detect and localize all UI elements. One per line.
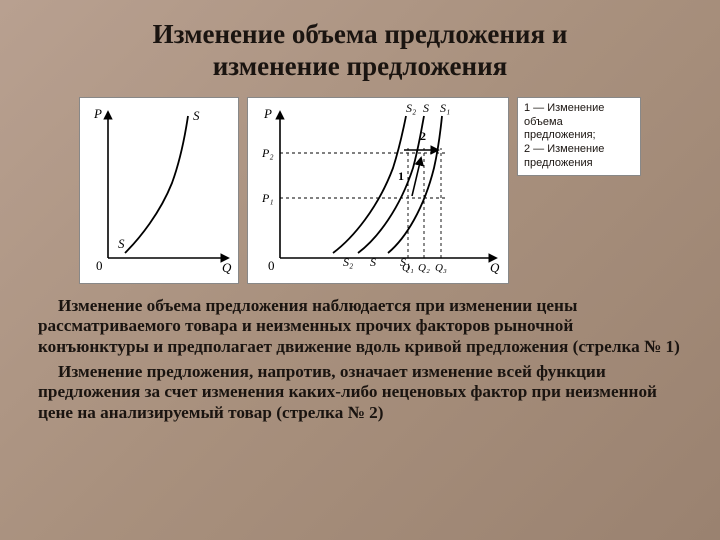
svg-text:S: S <box>118 236 125 251</box>
slide-title: Изменение объема предложения и изменение… <box>38 18 682 83</box>
legend-line-2: 2 — Изменение предложения <box>524 143 634 171</box>
chart-right: PQ0P₂P₁Q₁Q₂Q₃S₂S₂SSS₁S₁12 <box>247 97 509 284</box>
svg-text:Q: Q <box>222 260 232 275</box>
svg-text:2: 2 <box>420 129 426 143</box>
paragraph-2: Изменение предложения, напротив, означае… <box>38 362 682 424</box>
figure-row: PQ0SS PQ0P₂P₁Q₁Q₂Q₃S₂S₂SSS₁S₁12 1 — Изме… <box>79 97 641 284</box>
svg-text:P₂: P₂ <box>261 146 274 160</box>
svg-text:S: S <box>423 101 429 115</box>
slide: Изменение объема предложения и изменение… <box>0 0 720 540</box>
svg-text:0: 0 <box>96 258 103 273</box>
title-line-1: Изменение объема предложения и <box>153 19 568 49</box>
svg-text:P₁: P₁ <box>261 191 274 205</box>
svg-text:S₁: S₁ <box>400 255 410 269</box>
chart-right-svg: PQ0P₂P₁Q₁Q₂Q₃S₂S₂SSS₁S₁12 <box>248 98 508 278</box>
svg-text:S: S <box>193 108 200 123</box>
svg-text:S₁: S₁ <box>440 101 450 115</box>
legend-line-1: 1 — Изменение объема предложения; <box>524 102 634 143</box>
svg-text:P: P <box>263 106 272 121</box>
svg-text:Q₂: Q₂ <box>418 262 430 274</box>
svg-text:S₂: S₂ <box>406 101 416 115</box>
svg-text:S: S <box>370 255 376 269</box>
title-line-2: изменение предложения <box>213 51 508 81</box>
paragraph-1: Изменение объема предложения наблюдается… <box>38 296 682 358</box>
svg-text:1: 1 <box>398 169 404 183</box>
svg-text:0: 0 <box>268 258 275 273</box>
body-text: Изменение объема предложения наблюдается… <box>38 296 682 428</box>
chart-left: PQ0SS <box>79 97 239 284</box>
svg-text:P: P <box>93 106 102 121</box>
svg-text:Q: Q <box>490 260 500 275</box>
svg-text:Q₃: Q₃ <box>435 262 447 274</box>
figure-legend: 1 — Изменение объема предложения; 2 — Из… <box>517 97 641 176</box>
svg-text:S₂: S₂ <box>343 255 353 269</box>
chart-left-svg: PQ0SS <box>80 98 238 278</box>
